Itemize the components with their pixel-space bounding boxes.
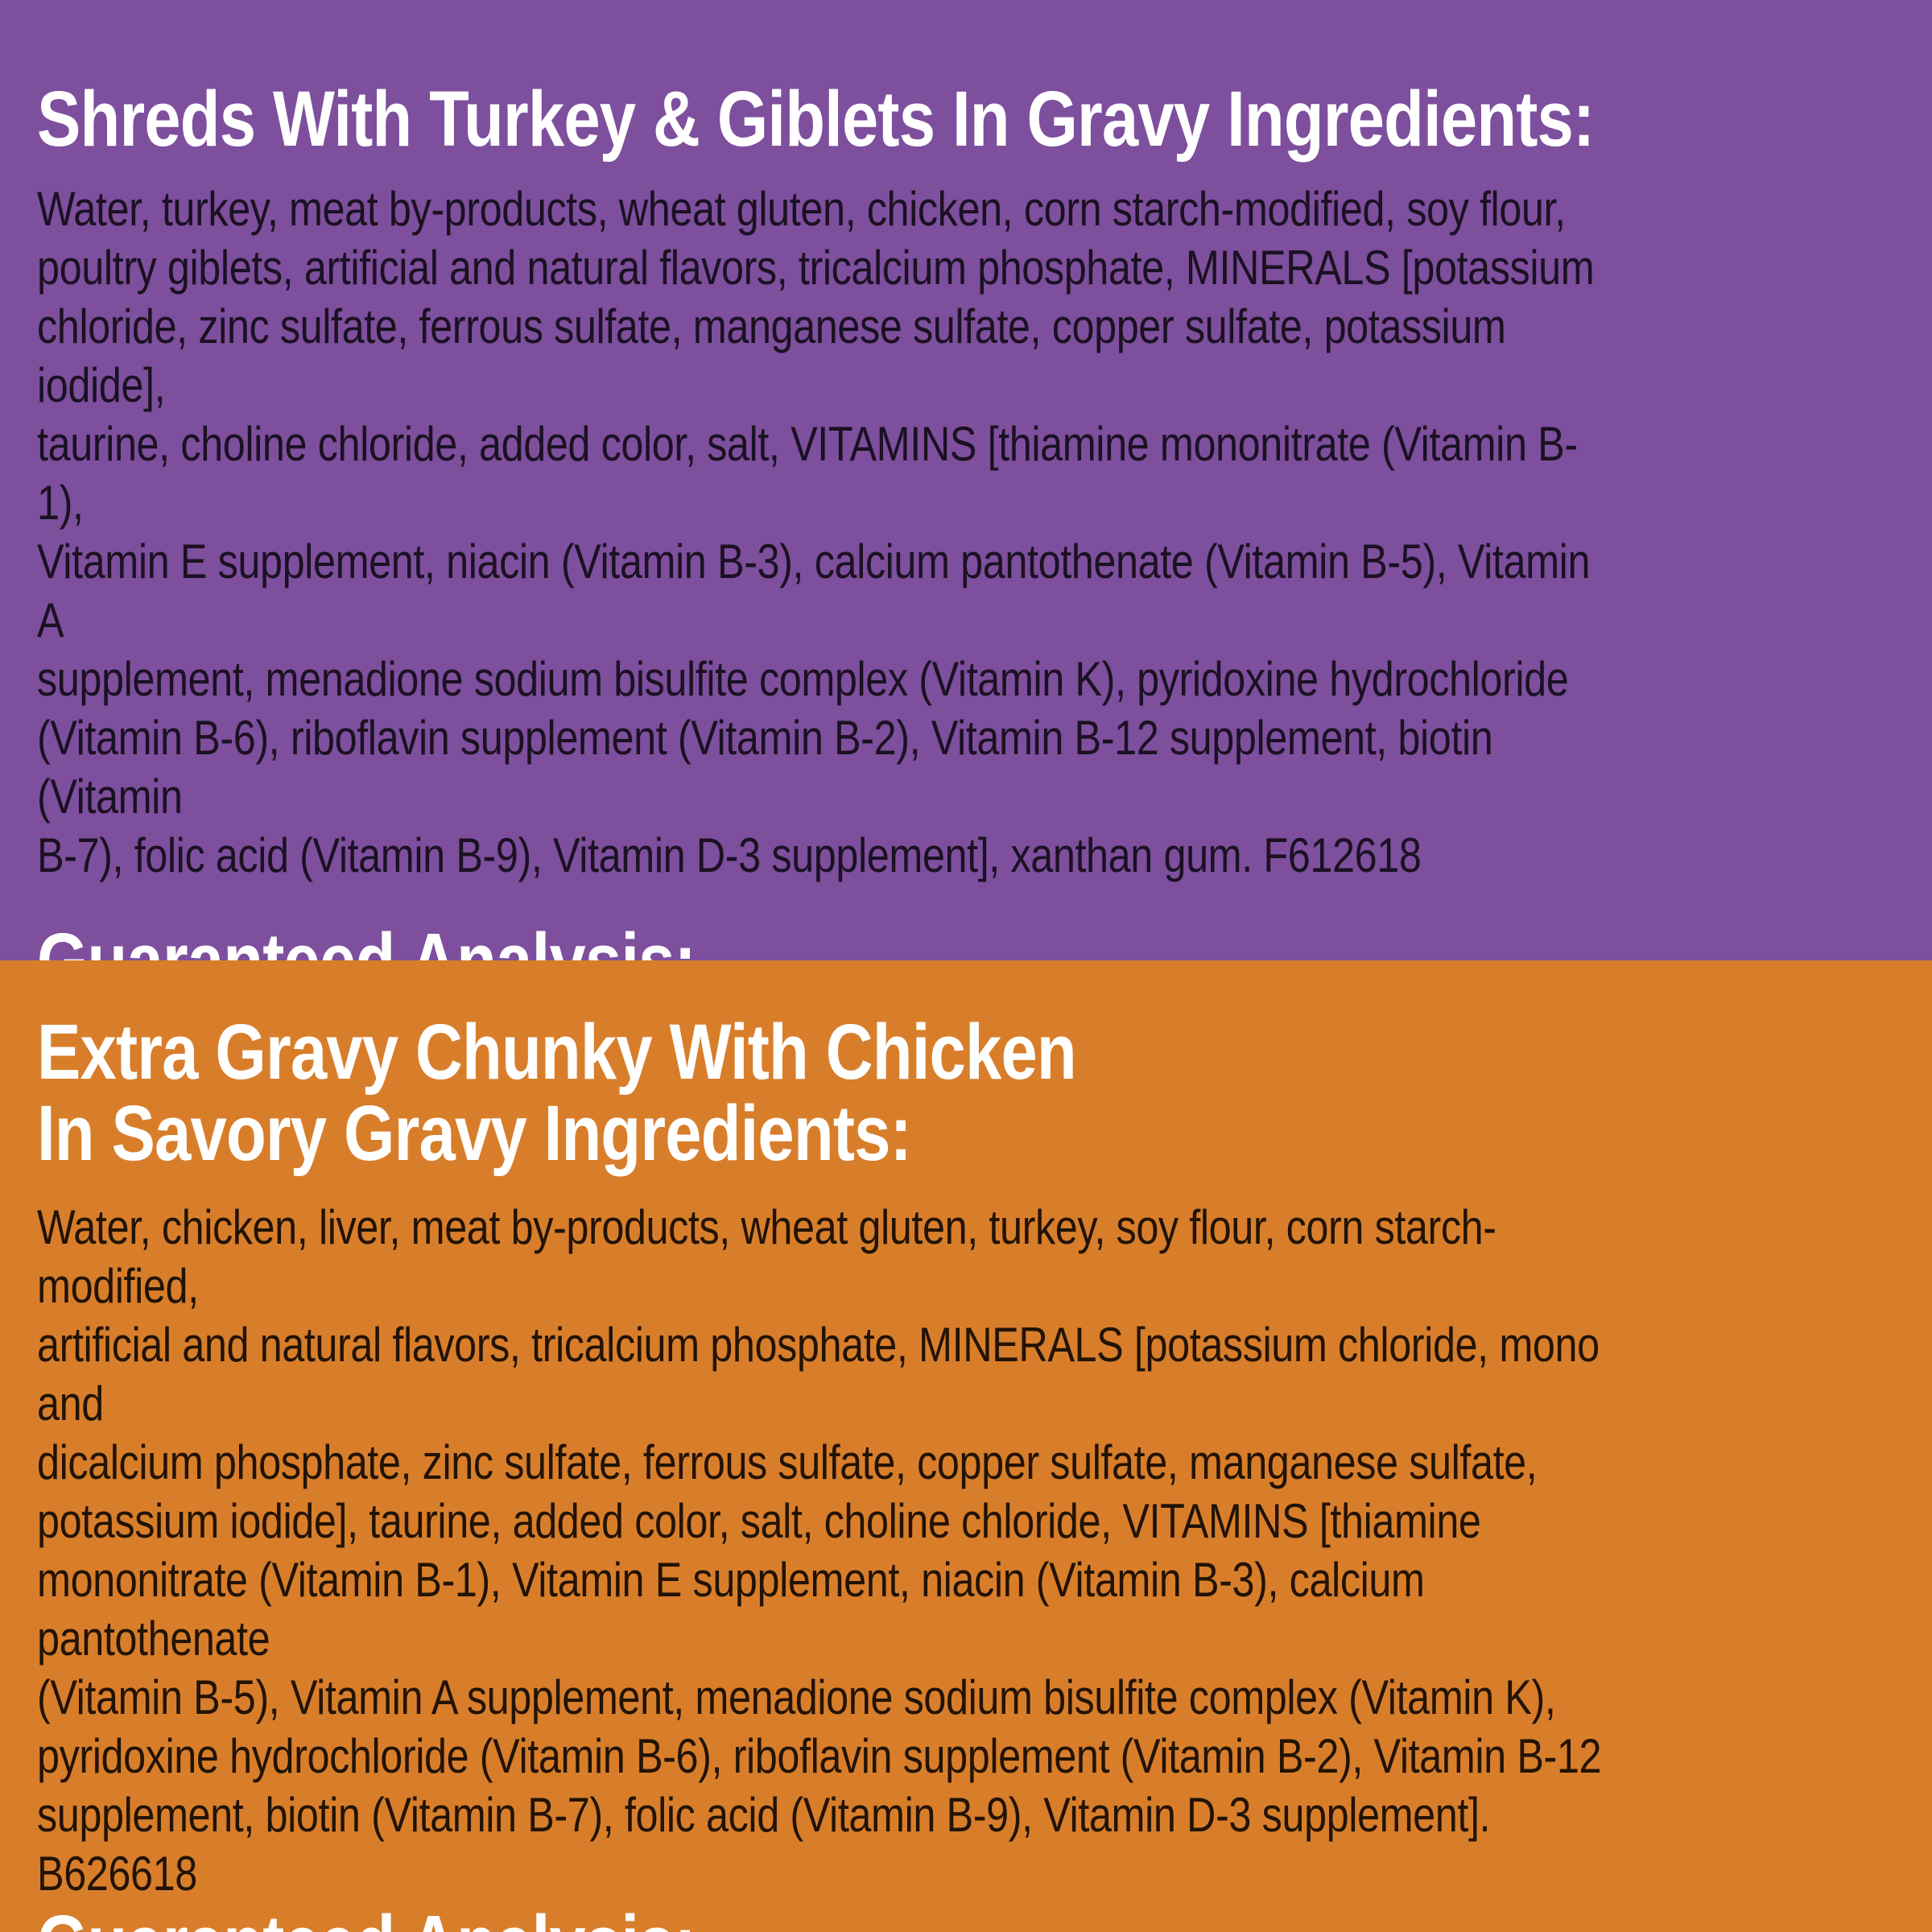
shreds-ingredients-text: Water, turkey, meat by-products, wheat g… (37, 181, 1595, 882)
extra-gravy-guaranteed-analysis-title: Guaranteed Analysis: (37, 1902, 1604, 1932)
section-extra-gravy-chunky-chicken: Extra Gravy Chunky With Chicken In Savor… (0, 960, 1932, 1932)
section-shreds-turkey-giblets: Shreds With Turkey & Giblets In Gravy In… (0, 0, 1932, 960)
shreds-ingredients-title: Shreds With Turkey & Giblets In Gravy In… (37, 75, 1595, 163)
extra-gravy-ingredients-title: Extra Gravy Chunky With Chicken In Savor… (37, 1008, 1077, 1177)
shreds-guaranteed-analysis-title: Guaranteed Analysis: (37, 920, 1604, 960)
extra-gravy-ingredients-text: Water, chicken, liver, meat by-products,… (37, 1199, 1602, 1901)
